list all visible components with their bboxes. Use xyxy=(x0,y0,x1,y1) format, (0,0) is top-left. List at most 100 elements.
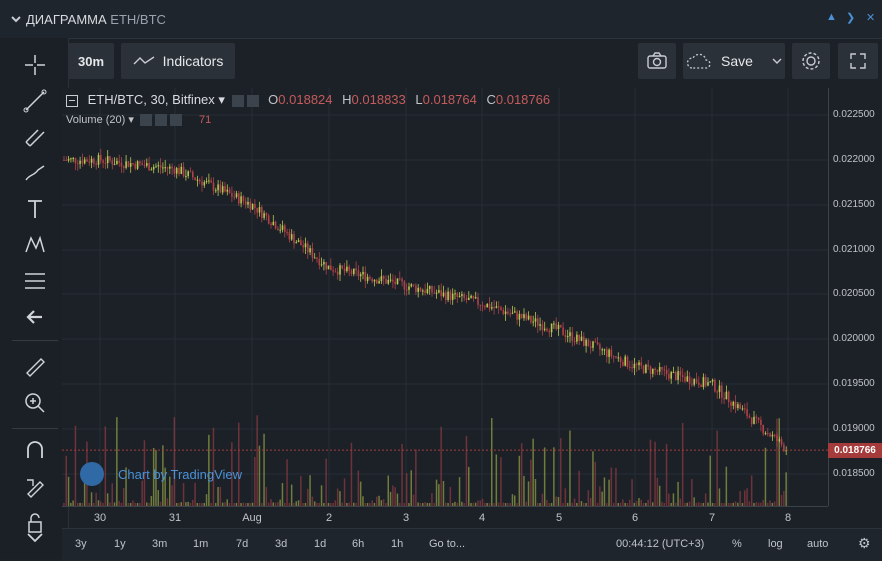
fullscreen-button[interactable] xyxy=(838,43,878,79)
candle-body xyxy=(431,286,433,293)
collapse-legend-icon[interactable] xyxy=(66,94,78,107)
collapse-up-icon[interactable]: ▲ xyxy=(826,11,837,23)
volume-bar xyxy=(677,481,679,506)
range-button-1m[interactable]: 1m xyxy=(193,538,209,550)
volume-bar xyxy=(571,502,573,506)
volume-bar xyxy=(155,450,157,506)
volume-bar xyxy=(773,501,776,506)
candle-body xyxy=(297,240,300,242)
candle-body xyxy=(672,372,675,374)
candle-body xyxy=(755,416,758,418)
range-button-3y[interactable]: 3y xyxy=(75,538,87,550)
volume-bar xyxy=(550,502,553,506)
save-label: Save xyxy=(721,53,753,69)
price-tick: 0.019500 xyxy=(833,378,875,389)
percent-button[interactable]: % xyxy=(732,538,742,550)
zoom-in-icon[interactable] xyxy=(20,388,50,418)
candle-body xyxy=(488,304,491,309)
pitchfork-icon[interactable] xyxy=(20,122,50,152)
volume-bar xyxy=(583,502,585,506)
chevron-down-icon[interactable] xyxy=(10,13,22,25)
volume-bar xyxy=(297,500,300,506)
open-value: 0.018824 xyxy=(278,92,333,107)
volume-bar xyxy=(353,502,355,506)
volume-bar xyxy=(219,486,222,506)
range-button-1y[interactable]: 1y xyxy=(114,538,126,550)
volume-bar xyxy=(642,502,645,506)
volume-bar xyxy=(231,442,233,506)
volume-bar xyxy=(532,438,534,506)
volume-bar xyxy=(79,502,81,506)
snapshot-button[interactable] xyxy=(638,43,676,79)
text-icon[interactable] xyxy=(20,194,50,224)
lock-drawing-icon[interactable] xyxy=(20,472,50,502)
volume-label[interactable]: Volume (20) xyxy=(66,114,126,126)
log-button[interactable]: log xyxy=(768,538,783,550)
candle-body xyxy=(546,328,548,331)
volume-bar xyxy=(157,490,159,506)
range-button-1d[interactable]: 1d xyxy=(314,538,327,550)
candle-body xyxy=(396,278,399,285)
trend-line-icon[interactable] xyxy=(20,86,50,116)
volume-bar xyxy=(509,502,511,506)
close-icon[interactable] xyxy=(169,114,182,127)
auto-button[interactable]: auto xyxy=(807,538,829,550)
ruler-icon[interactable] xyxy=(20,352,50,382)
interval-button[interactable]: 30m xyxy=(68,43,114,79)
crosshair-icon[interactable] xyxy=(20,50,50,80)
volume-bar xyxy=(686,502,688,506)
eye-icon[interactable] xyxy=(139,114,152,127)
chevron-down-icon[interactable] xyxy=(20,522,50,552)
settings-mini-icon[interactable] xyxy=(246,94,259,107)
gear-icon xyxy=(802,52,820,70)
fib-icon[interactable] xyxy=(20,266,50,296)
candle-body xyxy=(251,203,254,210)
time-axis[interactable]: 30 31 Aug 2 3 4 5 6 7 8 xyxy=(62,506,828,529)
close-label: C xyxy=(486,92,496,107)
gear-icon[interactable]: ⚙ xyxy=(858,535,871,551)
symbol-label[interactable]: ETH/BTC, 30, Bitfinex xyxy=(87,92,215,107)
brush-icon[interactable] xyxy=(20,158,50,188)
candle-body xyxy=(767,433,769,435)
candle-body xyxy=(438,290,440,293)
volume-bar xyxy=(320,485,323,506)
range-button-7d[interactable]: 7d xyxy=(236,538,249,550)
tradingview-watermark[interactable]: Chart by TradingView xyxy=(80,462,242,486)
volume-bar xyxy=(127,503,130,506)
candle-body xyxy=(362,271,364,275)
chevron-right-icon[interactable]: ❯ xyxy=(846,12,856,24)
range-button-1h[interactable]: 1h xyxy=(391,538,404,550)
goto-button[interactable]: Go to... xyxy=(429,538,466,550)
close-icon[interactable]: ✕ xyxy=(866,12,876,24)
candle-body xyxy=(739,404,741,409)
pattern-icon[interactable] xyxy=(20,230,50,260)
back-arrow-icon[interactable] xyxy=(20,302,50,332)
chart-plot-area[interactable] xyxy=(62,88,828,506)
eye-icon[interactable] xyxy=(231,94,244,107)
volume-bar xyxy=(134,502,136,506)
candle-body xyxy=(624,356,626,366)
candle-body xyxy=(221,186,224,193)
candle-body xyxy=(615,356,617,358)
price-axis[interactable]: 0.022500 0.022000 0.021500 0.021000 0.020500… xyxy=(828,88,882,506)
volume-bar xyxy=(389,491,392,506)
settings-mini-icon[interactable] xyxy=(154,114,167,127)
range-button-3d[interactable]: 3d xyxy=(275,538,288,550)
range-button-3m[interactable]: 3m xyxy=(152,538,168,550)
indicators-button[interactable]: Indicators xyxy=(121,43,235,79)
settings-button[interactable] xyxy=(792,43,830,79)
volume-bar xyxy=(435,479,438,506)
candle-body xyxy=(753,416,755,424)
volume-bar xyxy=(203,502,205,506)
volume-bar xyxy=(330,503,332,506)
lock-icon[interactable] xyxy=(20,508,50,538)
volume-bar xyxy=(734,501,737,506)
save-button[interactable]: Save xyxy=(683,43,785,79)
chevron-down-icon xyxy=(772,58,782,64)
magnet-icon[interactable] xyxy=(20,436,50,466)
candle-body xyxy=(74,158,77,164)
volume-bar xyxy=(104,426,107,506)
volume-bar xyxy=(474,502,477,506)
range-button-6h[interactable]: 6h xyxy=(352,538,365,550)
volume-bar xyxy=(81,502,84,506)
